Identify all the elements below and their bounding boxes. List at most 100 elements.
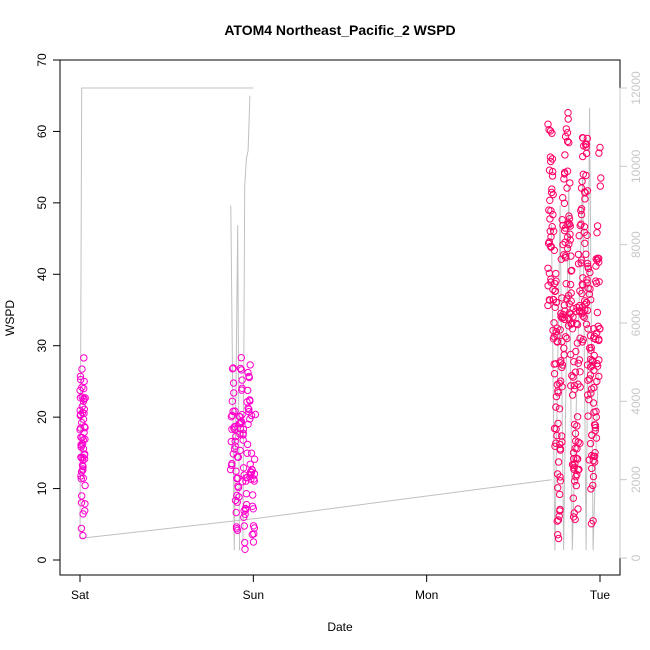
data-point [576,368,584,376]
data-point [579,281,587,289]
data-point [549,190,557,199]
data-point [245,373,254,382]
y2-tick-label: 6000 [629,309,643,336]
data-point [573,455,582,463]
data-point [567,252,575,260]
data-point [244,420,252,428]
data-point [546,153,555,161]
data-point [583,306,592,315]
data-point [560,315,569,324]
data-point [561,307,569,315]
data-point [595,372,603,381]
data-point [552,403,560,411]
data-point [80,409,88,418]
data-point [560,199,569,208]
data-point [81,481,89,490]
x-tick-label: Sat [71,588,90,602]
data-point [249,505,258,513]
data-point [229,364,237,372]
data-point [582,250,590,258]
data-point [563,334,571,343]
data-point [576,439,584,447]
data-point [233,526,242,534]
y-axis-label: WSPD [3,300,17,336]
data-point [77,499,86,507]
data-point [241,545,249,553]
data-point [567,267,575,275]
y-tick-label: 0 [35,556,49,563]
data-point [228,397,237,405]
data-point [577,256,586,264]
y2-tick-label: 0 [629,554,643,561]
data-point [79,415,88,423]
data-point [548,155,557,163]
data-point [80,384,88,393]
data-point [248,466,257,474]
data-point [587,296,595,304]
data-point [561,132,570,141]
data-point [574,359,582,367]
data-point [563,167,572,175]
data-point [583,259,592,268]
data-point [238,410,246,419]
data-point [566,280,575,289]
data-point [79,462,87,471]
data-point [227,413,236,421]
data-point [558,294,566,302]
data-point [558,383,566,391]
data-point [577,210,586,219]
data-point [546,296,554,304]
data-point [81,450,89,458]
data-point [77,375,85,384]
data-point [551,303,559,311]
data-point [78,492,86,500]
data-point [246,415,254,423]
y-tick-label: 10 [35,482,49,496]
data-point [554,419,562,428]
data-point [586,439,595,448]
data-point [592,407,600,416]
data-point [581,306,589,314]
data-point [237,354,246,362]
data-point [583,187,592,195]
data-point [595,149,603,157]
data-point [577,205,586,213]
data-point [566,230,574,238]
data-point [554,484,562,492]
y-tick-label: 40 [35,267,49,281]
data-point [568,266,576,275]
data-point [228,425,236,433]
data-point [234,483,243,492]
data-point [593,377,601,386]
data-point [564,115,572,123]
data-point [561,333,570,341]
data-point [569,494,577,502]
data-point [245,405,253,413]
data-point [78,393,86,401]
data-point [590,366,598,375]
data-point [556,326,564,334]
data-point [554,458,563,466]
data-point [566,236,574,244]
data-point [552,327,560,336]
data-point [579,308,587,316]
data-point [561,151,569,159]
data-point [246,397,254,405]
y-tick-label: 50 [35,196,49,210]
data-point [572,347,580,356]
data-point [544,120,552,128]
data-point [79,531,87,540]
data-point [595,336,603,345]
data-point [560,344,568,352]
data-point [240,522,249,530]
data-point [250,455,259,463]
y-axis-right: 0 2000 4000 6000 8000 10000 12000 [619,71,643,561]
data-point [81,507,89,515]
chart-title: ATOM4 Northeast_Pacific_2 WSPD [224,22,455,38]
data-point [247,411,256,420]
data-point [565,215,574,223]
data-point [250,524,259,532]
y2-tick-label: 12000 [629,71,643,105]
data-point [581,189,589,197]
data-point [78,365,86,373]
